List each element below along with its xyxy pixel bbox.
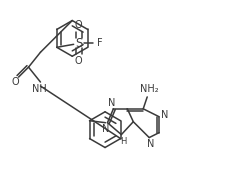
- Text: S: S: [75, 37, 82, 50]
- Text: N: N: [101, 124, 109, 134]
- Text: O: O: [74, 20, 82, 30]
- Text: N: N: [147, 138, 154, 149]
- Text: O: O: [12, 77, 19, 87]
- Text: O: O: [74, 56, 82, 66]
- Text: NH: NH: [32, 84, 47, 94]
- Text: NH₂: NH₂: [139, 84, 158, 94]
- Text: N: N: [161, 110, 168, 120]
- Text: N: N: [107, 98, 115, 108]
- Text: F: F: [96, 38, 102, 48]
- Text: H: H: [120, 137, 126, 146]
